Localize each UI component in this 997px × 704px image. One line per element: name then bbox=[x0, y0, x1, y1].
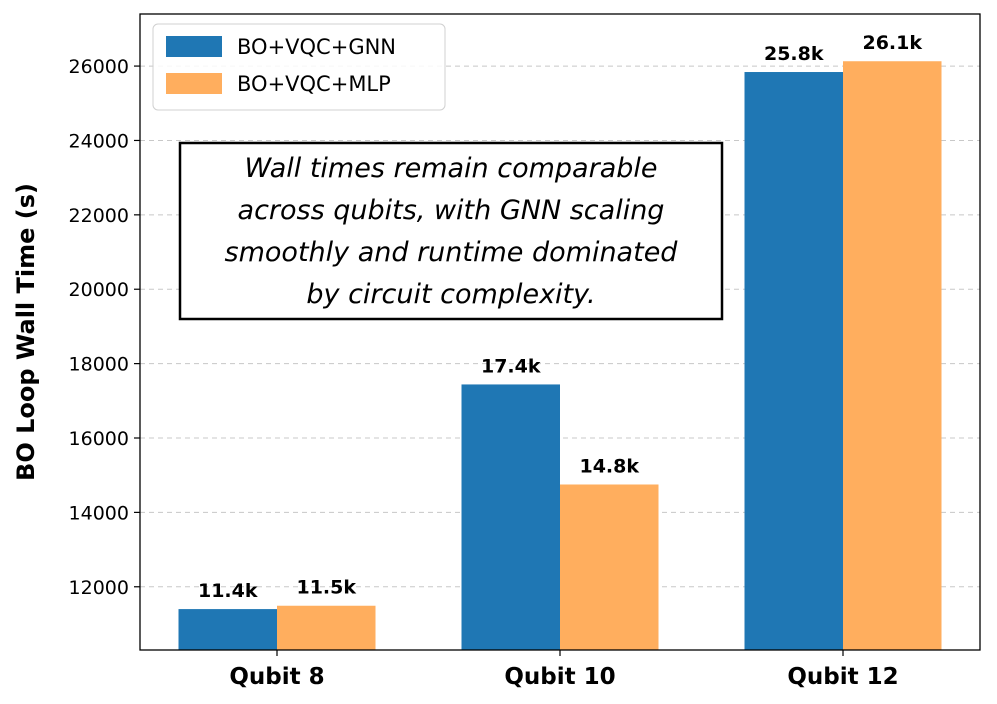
axis-layer: 12000 14000 16000 18000 20000 22000 24000 26000… bbox=[69, 56, 899, 690]
y-tick-label: 24000 bbox=[69, 130, 129, 152]
legend-swatch bbox=[166, 73, 222, 94]
bar bbox=[843, 61, 942, 650]
bar bbox=[178, 609, 277, 650]
x-tick-label: Qubit 10 bbox=[504, 664, 615, 690]
y-tick-label: 16000 bbox=[69, 428, 129, 450]
y-tick-label: 12000 bbox=[69, 577, 129, 599]
bar bbox=[744, 72, 843, 650]
y-tick-label: 14000 bbox=[69, 502, 129, 524]
bar-value-label: 17.4k bbox=[481, 355, 541, 377]
y-axis-label: BO Loop Wall Time (s) bbox=[12, 183, 40, 481]
y-tick-label: 26000 bbox=[69, 56, 129, 78]
legend-entry-label: BO+VQC+GNN bbox=[237, 35, 396, 59]
annotation-line: Wall times remain comparable bbox=[244, 153, 657, 184]
legend-swatch bbox=[166, 36, 222, 57]
bar-value-label: 25.8k bbox=[764, 43, 824, 65]
legend: BO+VQC+GNN BO+VQC+MLP bbox=[152, 23, 446, 111]
bar-layer: 11.4k 11.5k 17.4k 14.8k 25.8k 26.1k bbox=[178, 32, 942, 650]
annotation-box: Wall times remain comparable across qubit… bbox=[178, 141, 724, 321]
bar-value-label: 26.1k bbox=[862, 32, 922, 54]
legend-frame bbox=[152, 23, 446, 111]
bar-value-label: 11.5k bbox=[296, 577, 356, 599]
annotation-line: by circuit complexity. bbox=[306, 279, 595, 310]
y-tick-label: 18000 bbox=[69, 354, 129, 376]
x-tick-label: Qubit 8 bbox=[229, 664, 324, 690]
legend-entry-label: BO+VQC+MLP bbox=[237, 72, 391, 96]
annotation-line: smoothly and runtime dominated bbox=[225, 237, 679, 268]
bar bbox=[277, 605, 376, 650]
annotation-line: across qubits, with GNN scaling bbox=[238, 195, 665, 226]
bar bbox=[560, 484, 659, 650]
y-tick-label: 20000 bbox=[69, 279, 129, 301]
y-tick-label: 22000 bbox=[69, 205, 129, 227]
bar bbox=[461, 384, 560, 650]
annotation-frame bbox=[178, 141, 724, 321]
bar-value-label: 11.4k bbox=[198, 580, 258, 602]
x-tick-label: Qubit 12 bbox=[787, 664, 898, 690]
bar-value-label: 14.8k bbox=[579, 455, 639, 477]
